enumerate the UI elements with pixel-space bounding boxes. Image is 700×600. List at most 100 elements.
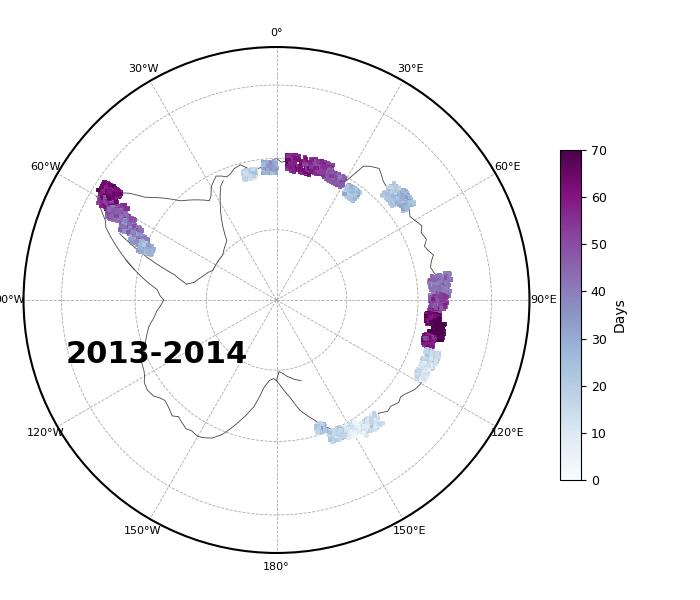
Point (300, 157, 311, 167)
Point (134, 247, 146, 256)
Point (316, 425, 327, 435)
Point (247, 167, 258, 177)
Point (262, 167, 273, 177)
Point (394, 190, 405, 200)
Point (363, 416, 374, 426)
Point (117, 227, 128, 236)
Point (332, 423, 344, 433)
Point (304, 166, 316, 176)
Point (120, 221, 131, 230)
Point (426, 271, 438, 281)
Point (346, 185, 358, 194)
Point (343, 182, 354, 191)
Point (341, 183, 352, 193)
Point (295, 162, 306, 172)
Point (108, 203, 119, 212)
Point (427, 355, 438, 364)
Point (117, 218, 128, 228)
Point (119, 226, 130, 235)
Point (430, 316, 441, 325)
Point (432, 327, 443, 337)
Point (435, 289, 447, 299)
Point (395, 193, 406, 203)
Point (342, 433, 353, 442)
Point (267, 166, 278, 176)
Point (92, 199, 104, 208)
Point (249, 165, 260, 175)
Point (329, 172, 340, 181)
Point (340, 430, 351, 440)
Point (408, 198, 419, 208)
Point (426, 340, 437, 349)
Point (433, 283, 444, 293)
Point (420, 348, 431, 358)
Point (244, 166, 255, 175)
Point (424, 310, 435, 319)
Point (427, 318, 438, 328)
Point (106, 189, 118, 199)
Point (241, 169, 253, 178)
Point (430, 356, 442, 365)
Point (138, 243, 149, 253)
Point (107, 204, 118, 214)
Point (237, 167, 248, 177)
Point (136, 236, 148, 246)
Point (318, 425, 329, 435)
Point (143, 240, 154, 250)
Point (434, 316, 445, 326)
Point (392, 189, 403, 199)
Point (106, 189, 117, 199)
Point (351, 192, 363, 202)
Point (330, 174, 341, 184)
Point (119, 220, 130, 229)
Point (436, 326, 447, 336)
Text: 60°E: 60°E (494, 161, 521, 172)
Point (424, 313, 435, 322)
Point (244, 174, 255, 184)
Point (433, 312, 444, 322)
Point (286, 160, 297, 170)
Point (435, 332, 446, 341)
Point (424, 340, 435, 349)
Point (344, 187, 356, 196)
Point (268, 164, 279, 173)
Y-axis label: Days: Days (612, 298, 626, 332)
Point (418, 371, 429, 380)
Point (419, 358, 430, 368)
Point (400, 203, 411, 213)
Point (438, 293, 449, 303)
Point (425, 330, 436, 340)
Point (372, 422, 383, 432)
Point (349, 194, 360, 204)
Point (421, 373, 432, 382)
Point (106, 206, 117, 216)
Point (96, 187, 107, 197)
Point (100, 202, 111, 212)
Point (386, 200, 398, 209)
Point (428, 318, 439, 328)
Point (99, 199, 110, 208)
Point (394, 184, 405, 193)
Point (399, 200, 410, 210)
Point (258, 157, 269, 167)
Point (419, 335, 430, 345)
Point (116, 189, 127, 199)
Point (127, 235, 138, 245)
Point (426, 317, 437, 327)
Point (271, 163, 282, 173)
Point (115, 207, 126, 217)
Point (360, 425, 372, 435)
Point (342, 431, 353, 440)
Point (391, 183, 402, 193)
Point (140, 245, 151, 255)
Point (245, 169, 256, 179)
Point (316, 157, 327, 166)
Point (436, 329, 447, 339)
Point (102, 182, 113, 191)
Point (340, 189, 351, 199)
Point (425, 328, 436, 337)
Point (305, 167, 316, 177)
Point (333, 174, 344, 184)
Point (429, 319, 440, 328)
Point (400, 187, 412, 196)
